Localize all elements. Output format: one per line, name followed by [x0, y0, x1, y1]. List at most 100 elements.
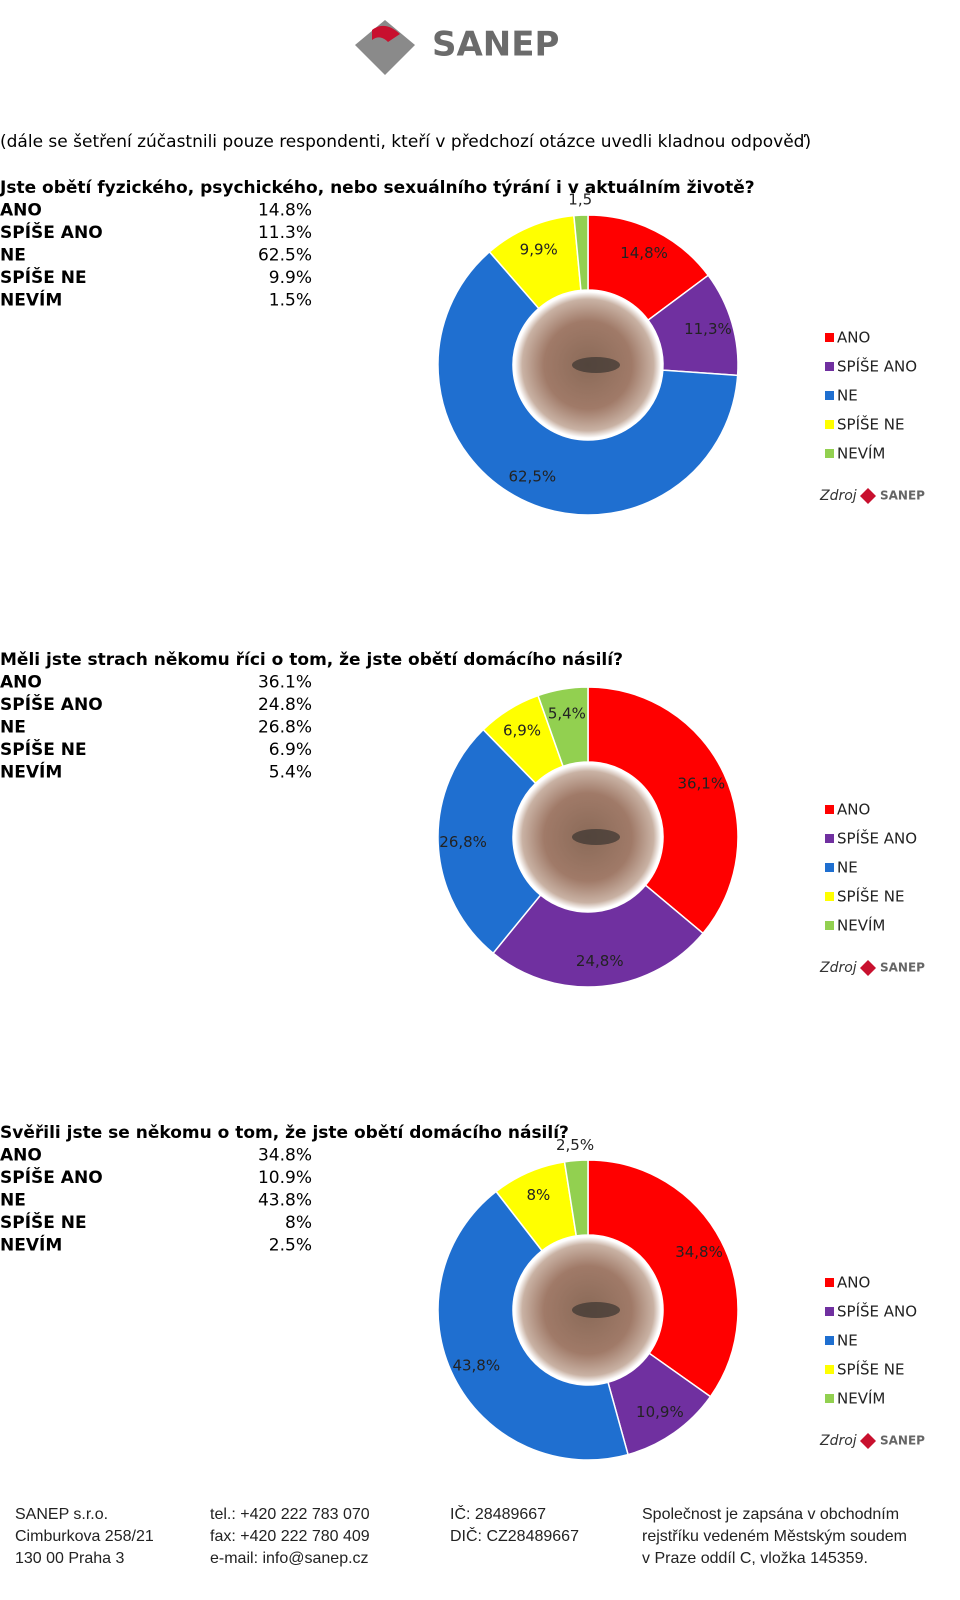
donut-slice — [437, 728, 542, 955]
source-label: Zdroj — [819, 488, 857, 504]
row-label: SPÍŠE ANO — [0, 1166, 103, 1188]
row-value: 9.9% — [269, 268, 312, 288]
center-eye — [572, 357, 620, 373]
row-value: 26.8% — [258, 718, 312, 738]
question: Svěřili jste se někomu o tom, že jste ob… — [0, 1123, 569, 1143]
donut-slice — [537, 686, 589, 768]
slice-label: 5,4% — [548, 704, 586, 722]
center-eye — [572, 1302, 620, 1318]
slice-label: 2,5% — [556, 1136, 594, 1154]
legend-label: NE — [837, 1332, 858, 1350]
slice-label: 6,9% — [503, 721, 541, 739]
row-value: 5.4% — [269, 763, 312, 783]
slice-label: 1,5 — [568, 191, 592, 209]
legend-swatch — [825, 1278, 834, 1287]
source-label: Zdroj — [819, 960, 857, 976]
row-value: 14.8% — [258, 201, 312, 221]
row-label: ANO — [0, 201, 42, 221]
row-value: 2.5% — [269, 1236, 312, 1256]
slice-label: 10,9% — [636, 1403, 684, 1421]
row-label: NEVÍM — [0, 1234, 62, 1256]
legend-label: NEVÍM — [837, 916, 885, 935]
legend-label: SPÍŠE ANO — [837, 357, 917, 376]
legend-label: SPÍŠE ANO — [837, 829, 917, 848]
source-label: Zdroj — [819, 1433, 857, 1449]
slice-label: 8% — [526, 1186, 550, 1204]
row-label: ANO — [0, 673, 42, 693]
legend-label: SPÍŠE NE — [837, 887, 904, 906]
slice-label: 11,3% — [684, 320, 732, 338]
legend-swatch — [825, 420, 834, 429]
legend-label: SPÍŠE NE — [837, 415, 904, 434]
footer-text: SANEP s.r.o. — [15, 1506, 108, 1523]
logo: SANEP — [355, 20, 559, 75]
footer-text: Cimburkova 258/21 — [15, 1528, 154, 1545]
legend-swatch — [825, 391, 834, 400]
legend-label: NEVÍM — [837, 1389, 885, 1408]
slice-label: 9,9% — [520, 241, 558, 259]
legend-label: NE — [837, 387, 858, 405]
legend-swatch — [825, 863, 834, 872]
row-value: 10.9% — [258, 1168, 312, 1188]
row-label: NEVÍM — [0, 289, 62, 311]
row-value: 34.8% — [258, 1146, 312, 1166]
donut-slice — [437, 1190, 629, 1461]
legend-swatch — [825, 805, 834, 814]
source-logo — [860, 488, 876, 504]
row-label: NE — [0, 1191, 26, 1211]
donut-slice — [587, 1159, 739, 1398]
footer-text: IČ: 28489667 — [450, 1504, 546, 1523]
row-value: 11.3% — [258, 223, 312, 243]
slice-label: 62,5% — [508, 467, 556, 485]
donut-slice — [437, 250, 739, 516]
donut-slice — [492, 884, 705, 988]
footer-text: fax: +420 222 780 409 — [210, 1528, 370, 1545]
donut-slice — [573, 214, 589, 292]
legend-swatch — [825, 1307, 834, 1316]
footer-text: 130 00 Praha 3 — [15, 1550, 125, 1567]
slice-label: 26,8% — [439, 833, 487, 851]
legend-label: NE — [837, 859, 858, 877]
slice-label: 14,8% — [620, 244, 668, 262]
legend-swatch — [825, 1336, 834, 1345]
row-value: 8% — [285, 1213, 312, 1233]
donut-slice — [563, 1159, 589, 1237]
row-value: 62.5% — [258, 246, 312, 266]
source-brand: SANEP — [880, 1434, 925, 1448]
footer-text: e-mail: info@sanep.cz — [210, 1550, 369, 1567]
slice-label: 43,8% — [452, 1357, 500, 1375]
source-logo — [860, 960, 876, 976]
slice-label: 36,1% — [677, 775, 725, 793]
slice-label: 34,8% — [675, 1243, 723, 1261]
source-brand: SANEP — [880, 961, 925, 975]
legend-swatch — [825, 1394, 834, 1403]
row-label: NE — [0, 718, 26, 738]
legend-label: ANO — [837, 1274, 870, 1292]
note: (dále se šetření zúčastnili pouze respon… — [0, 132, 811, 152]
row-label: SPÍŠE NE — [0, 738, 87, 760]
slice-label: 24,8% — [576, 952, 624, 970]
legend-swatch — [825, 362, 834, 371]
source-logo — [860, 1433, 876, 1449]
footer-text: Společnost je zapsána v obchodním — [642, 1506, 899, 1523]
row-value: 43.8% — [258, 1191, 312, 1211]
legend-label: ANO — [837, 329, 870, 347]
legend-swatch — [825, 834, 834, 843]
row-label: NEVÍM — [0, 761, 62, 783]
row-label: SPÍŠE NE — [0, 1211, 87, 1233]
row-label: SPÍŠE NE — [0, 266, 87, 288]
footer-text: DIČ: CZ28489667 — [450, 1526, 579, 1545]
footer-text: rejstříku vedeném Městským soudem — [642, 1528, 907, 1545]
row-value: 36.1% — [258, 673, 312, 693]
legend-swatch — [825, 333, 834, 342]
legend-label: SPÍŠE NE — [837, 1360, 904, 1379]
row-label: SPÍŠE ANO — [0, 221, 103, 243]
center-eye — [572, 829, 620, 845]
legend-swatch — [825, 1365, 834, 1374]
source-brand: SANEP — [880, 489, 925, 503]
question: Jste obětí fyzického, psychického, nebo … — [0, 178, 755, 198]
logo-text: SANEP — [432, 25, 559, 65]
question: Měli jste strach někomu říci o tom, že j… — [0, 650, 623, 670]
row-label: ANO — [0, 1146, 42, 1166]
